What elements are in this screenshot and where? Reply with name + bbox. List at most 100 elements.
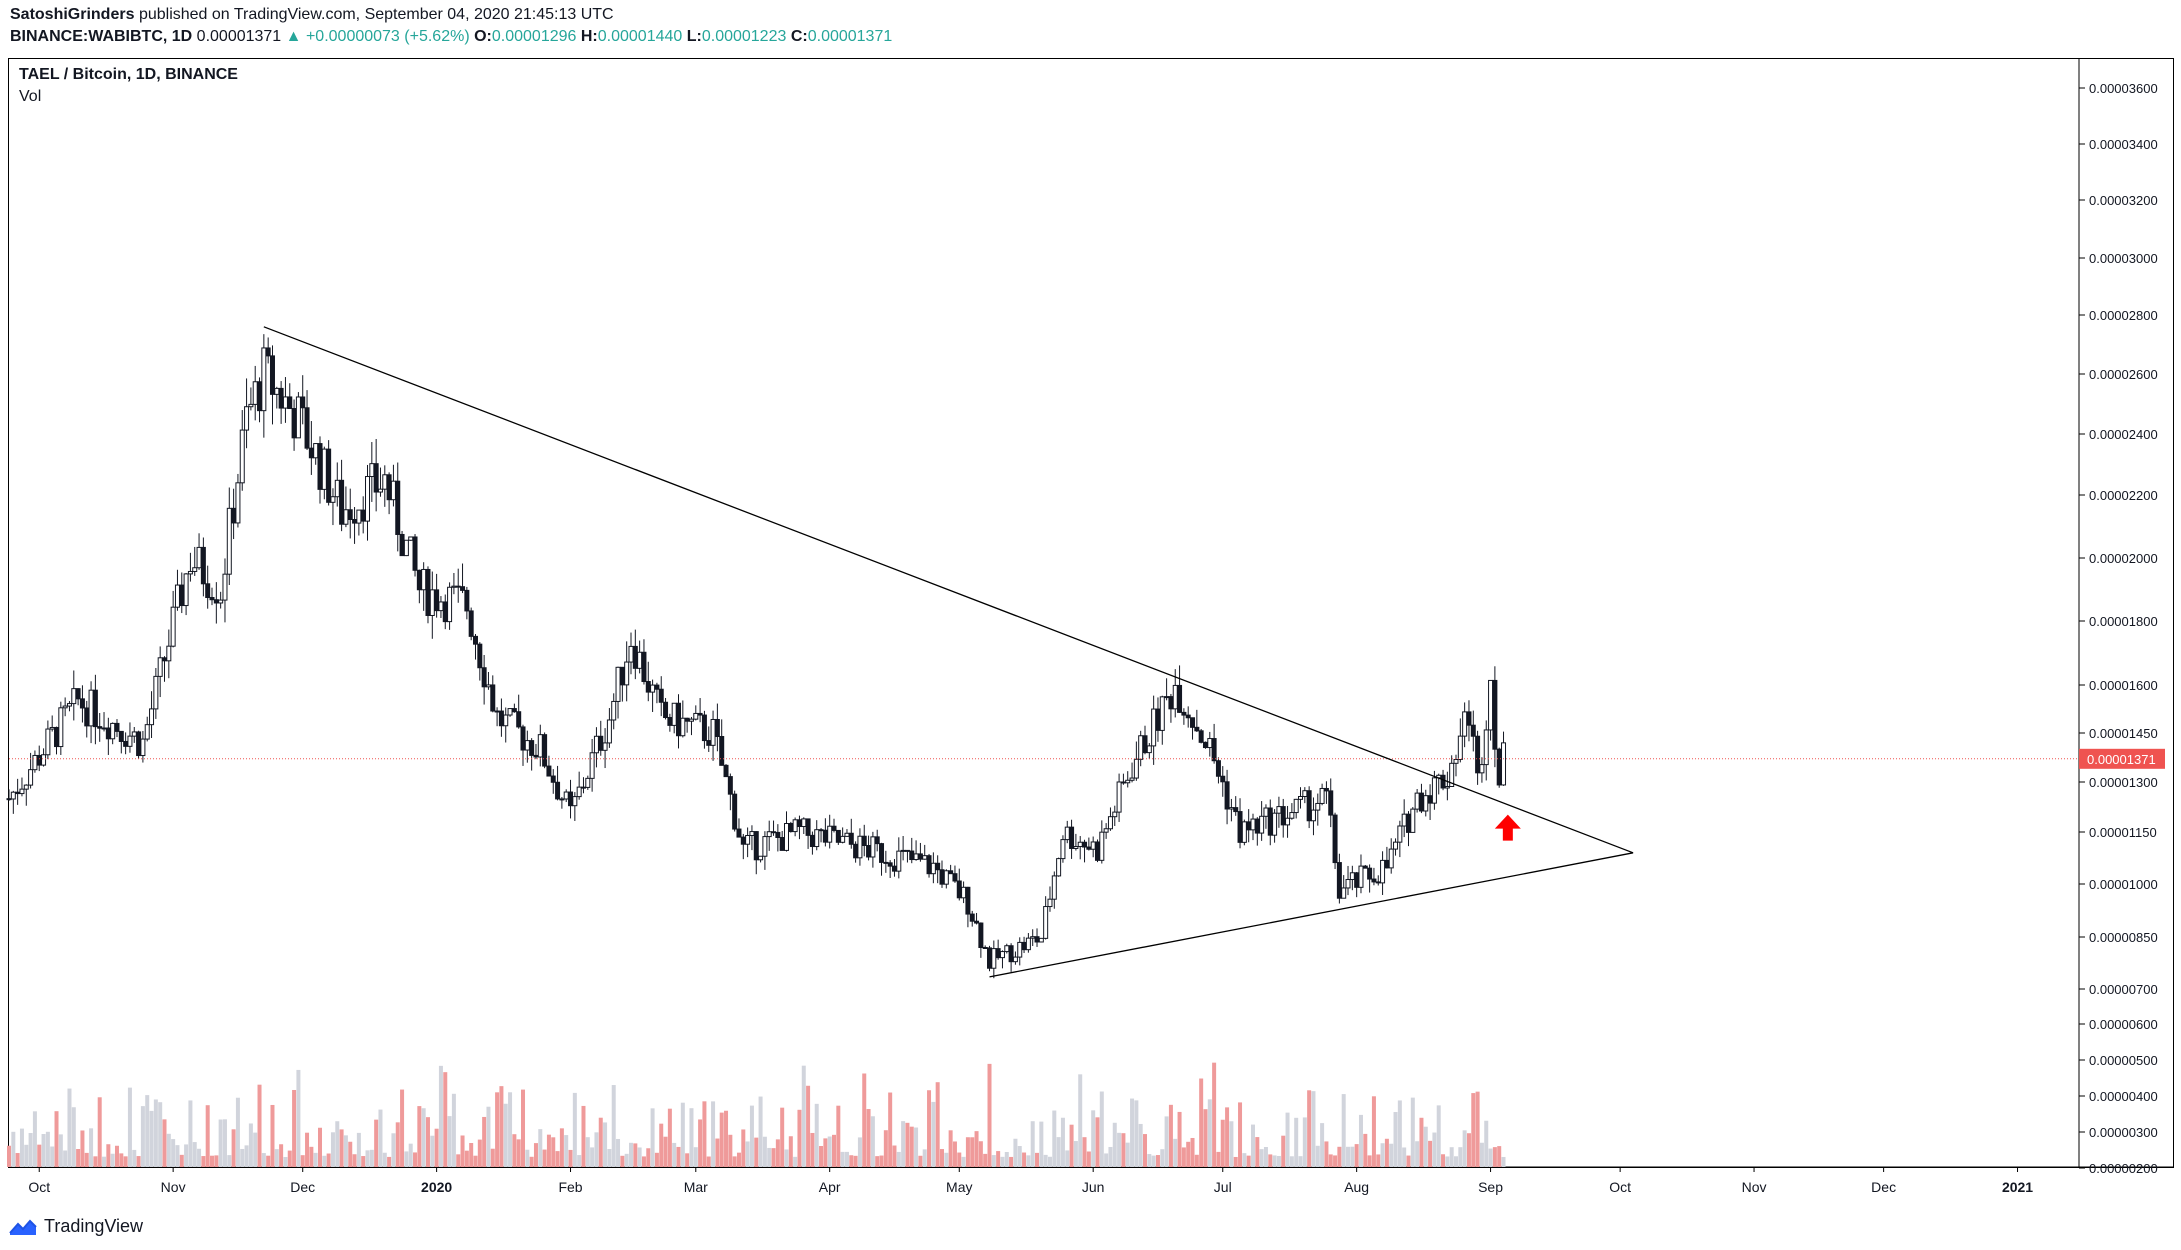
- candle-body: [1293, 798, 1299, 814]
- volume-bar: [896, 1151, 901, 1167]
- volume-bar: [909, 1126, 914, 1167]
- candle-body: [494, 710, 500, 713]
- volume-bar: [892, 1145, 897, 1167]
- candle-body: [671, 702, 677, 726]
- price-axis-label: 0.00001600: [2089, 678, 2158, 693]
- volume-bar: [749, 1105, 754, 1167]
- volume-bar: [1099, 1091, 1104, 1167]
- candle-body: [840, 835, 846, 843]
- volume-bar: [736, 1152, 741, 1167]
- candle-body: [41, 754, 47, 766]
- volume-bar: [888, 1092, 893, 1167]
- candle-body: [1375, 881, 1381, 884]
- candle-body: [468, 610, 474, 637]
- volume-bar: [261, 1153, 266, 1167]
- trendline[interactable]: [263, 326, 1634, 854]
- candle-body: [883, 861, 889, 864]
- volume-legend[interactable]: Vol: [19, 88, 42, 105]
- volume-bar: [572, 1092, 577, 1167]
- candle-body: [1397, 825, 1403, 843]
- candle-body: [425, 568, 431, 616]
- candle-body: [909, 850, 915, 861]
- candle-body: [1142, 735, 1148, 754]
- candle-body: [913, 853, 919, 861]
- volume-bar: [1488, 1148, 1493, 1167]
- candle-body: [352, 518, 358, 524]
- volume-bar: [719, 1112, 724, 1167]
- volume-bar: [322, 1155, 327, 1167]
- candle-body: [1401, 813, 1407, 827]
- volume-bar: [106, 1144, 111, 1167]
- volume-bar: [244, 1145, 249, 1167]
- candle-body: [900, 849, 906, 852]
- volume-bar: [382, 1152, 387, 1167]
- volume-bar: [309, 1146, 314, 1167]
- volume-bar: [745, 1141, 750, 1167]
- volume-bar: [210, 1155, 215, 1167]
- volume-bar: [1173, 1138, 1178, 1167]
- candle-body: [991, 948, 997, 969]
- volume-bar: [153, 1099, 158, 1167]
- volume-bar: [646, 1148, 651, 1167]
- candle-body: [434, 589, 440, 612]
- candle-body: [1069, 826, 1075, 849]
- volume-bar: [110, 1153, 115, 1167]
- volume-bar: [1492, 1147, 1497, 1167]
- volume-bar: [1143, 1134, 1148, 1167]
- candle-body: [563, 791, 569, 800]
- candle-body: [788, 823, 794, 833]
- candle-body: [1094, 841, 1100, 861]
- candle-body: [114, 722, 120, 732]
- volume-bar: [1479, 1142, 1484, 1167]
- volume-bar: [810, 1132, 815, 1167]
- candle-body: [1090, 841, 1096, 850]
- candle-body: [598, 735, 604, 751]
- volume-bar: [283, 1156, 288, 1167]
- candle-body: [1384, 859, 1390, 869]
- volume-bar: [1022, 1152, 1027, 1167]
- time-axis-label: Dec: [1871, 1179, 1896, 1195]
- candle-body: [529, 740, 535, 756]
- candle-body: [1051, 875, 1057, 900]
- candle-body: [28, 769, 34, 786]
- volume-bar: [797, 1109, 802, 1167]
- volume-bar: [7, 1145, 11, 1167]
- candle-body: [472, 635, 478, 645]
- candle-body: [1466, 711, 1472, 726]
- chart-legend-title[interactable]: TAEL / Bitcoin, 1D, BINANCE: [19, 66, 238, 83]
- volume-bar: [175, 1145, 180, 1167]
- candle-body: [887, 862, 893, 867]
- volume-bar: [706, 1156, 711, 1167]
- candle-body: [619, 666, 625, 686]
- candle-body: [654, 684, 660, 690]
- volume-bar: [413, 1152, 418, 1167]
- volume-bar: [581, 1105, 586, 1167]
- up-arrow-icon[interactable]: [1494, 814, 1521, 841]
- candle-body: [1289, 812, 1295, 819]
- time-axis-label: Mar: [684, 1179, 708, 1195]
- volume-bar: [438, 1065, 443, 1167]
- volume-bar: [559, 1128, 564, 1167]
- candle-body: [308, 447, 314, 459]
- price-axis-label: 0.00001800: [2089, 614, 2158, 629]
- volume-bar: [784, 1149, 789, 1167]
- volume-bar: [352, 1154, 357, 1167]
- volume-bar: [862, 1073, 867, 1167]
- price-axis-label: 0.00000200: [2089, 1161, 2158, 1176]
- volume-bar: [1354, 1144, 1359, 1167]
- candle-body: [1190, 717, 1196, 728]
- candle-body: [511, 708, 517, 713]
- volume-bar: [875, 1156, 880, 1167]
- volume-bar: [1151, 1155, 1156, 1167]
- time-axis-label: Oct: [1609, 1179, 1631, 1195]
- candle-body: [1380, 859, 1386, 884]
- candle-body: [1332, 814, 1338, 864]
- volume-bar: [1376, 1154, 1381, 1167]
- trendline[interactable]: [989, 852, 1634, 978]
- candle-body: [118, 730, 124, 742]
- author-name[interactable]: SatoshiGrinders: [10, 6, 135, 23]
- tradingview-brand[interactable]: TradingView: [8, 1216, 143, 1237]
- candle-body: [161, 657, 167, 662]
- volume-bar: [1026, 1155, 1031, 1167]
